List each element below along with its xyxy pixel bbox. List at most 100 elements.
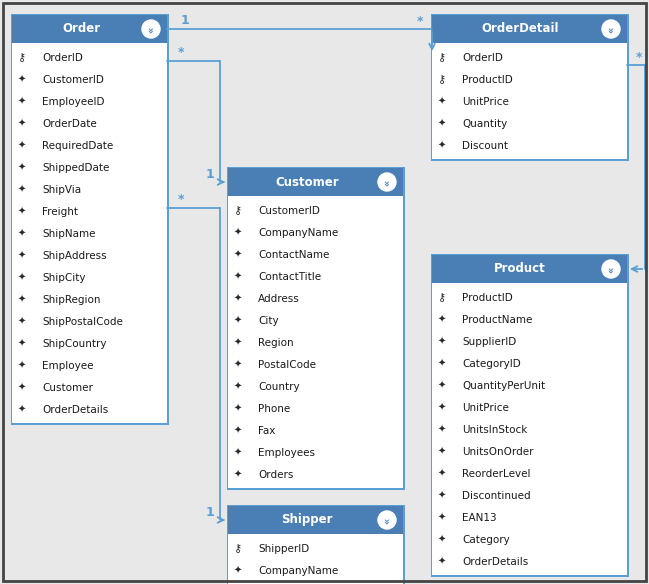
Text: ShipRegion: ShipRegion	[42, 295, 101, 305]
Text: Shipper: Shipper	[281, 513, 332, 527]
Text: CategoryID: CategoryID	[462, 359, 520, 369]
Text: «: «	[146, 27, 156, 33]
Text: OrderID: OrderID	[42, 53, 83, 63]
Text: ShipPostalCode: ShipPostalCode	[42, 317, 123, 327]
Text: ✦: ✦	[234, 250, 242, 260]
Text: ✦: ✦	[18, 163, 26, 173]
Text: ⚷: ⚷	[234, 544, 242, 554]
Text: SupplierID: SupplierID	[462, 337, 516, 347]
Bar	[432, 15, 627, 43]
Text: ✦: ✦	[438, 359, 446, 369]
Text: ✦: ✦	[438, 491, 446, 501]
Text: UnitsOnOrder: UnitsOnOrder	[462, 447, 533, 457]
Text: ✦: ✦	[18, 251, 26, 261]
Bar	[432, 255, 627, 283]
Text: ✦: ✦	[234, 426, 242, 436]
Text: ReorderLevel: ReorderLevel	[462, 469, 530, 479]
Text: ✦: ✦	[234, 272, 242, 282]
Bar	[227, 166, 404, 489]
Text: ✦: ✦	[18, 273, 26, 283]
Text: ✦: ✦	[234, 382, 242, 392]
Text: ✦: ✦	[438, 535, 446, 545]
Text: ✦: ✦	[18, 97, 26, 107]
Text: Product: Product	[494, 262, 546, 276]
Text: ShipCountry: ShipCountry	[42, 339, 106, 349]
Text: ✦: ✦	[18, 383, 26, 393]
Text: ✦: ✦	[438, 513, 446, 523]
Text: Orders: Orders	[258, 470, 293, 480]
Text: 1: 1	[180, 15, 190, 27]
Text: UnitPrice: UnitPrice	[462, 403, 509, 413]
Text: ShipperID: ShipperID	[258, 544, 310, 554]
Text: Discontinued: Discontinued	[462, 491, 531, 501]
Text: ✦: ✦	[438, 403, 446, 413]
Text: OrderID: OrderID	[462, 53, 503, 63]
Text: ShipVia: ShipVia	[42, 185, 81, 195]
Text: UnitPrice: UnitPrice	[462, 97, 509, 107]
Text: ✦: ✦	[438, 315, 446, 325]
Text: RequiredDate: RequiredDate	[42, 141, 113, 151]
Text: «: «	[382, 518, 392, 524]
Text: 1: 1	[206, 168, 214, 180]
Text: ⚷: ⚷	[234, 206, 242, 216]
Text: ⚷: ⚷	[438, 75, 446, 85]
Text: ProductID: ProductID	[462, 293, 513, 303]
Bar	[12, 15, 167, 43]
Text: ✦: ✦	[438, 97, 446, 107]
Text: Fax: Fax	[258, 426, 275, 436]
Text: ✦: ✦	[18, 229, 26, 239]
Text: ShipName: ShipName	[42, 229, 95, 239]
Bar	[430, 13, 628, 161]
Circle shape	[602, 20, 620, 38]
Text: EmployeeID: EmployeeID	[42, 97, 104, 107]
Bar	[228, 534, 403, 584]
Text: ✦: ✦	[18, 75, 26, 85]
Text: «: «	[606, 27, 616, 33]
Circle shape	[142, 20, 160, 38]
Circle shape	[378, 173, 396, 191]
Text: Quantity: Quantity	[462, 119, 508, 129]
Text: ✦: ✦	[234, 448, 242, 458]
Circle shape	[602, 260, 620, 278]
Text: ⚷: ⚷	[438, 53, 446, 63]
Text: Customer: Customer	[275, 176, 339, 189]
Text: *: *	[417, 15, 423, 27]
Text: Freight: Freight	[42, 207, 78, 217]
Text: ProductName: ProductName	[462, 315, 532, 325]
Text: ✦: ✦	[18, 405, 26, 415]
Circle shape	[378, 511, 396, 529]
Text: ✦: ✦	[18, 339, 26, 349]
Text: ✦: ✦	[438, 557, 446, 567]
Text: ✦: ✦	[234, 294, 242, 304]
Text: ✦: ✦	[438, 119, 446, 129]
Text: CustomerID: CustomerID	[42, 75, 104, 85]
Text: Phone: Phone	[258, 404, 290, 414]
Bar	[432, 283, 627, 575]
Text: Country: Country	[258, 382, 300, 392]
Bar	[228, 168, 403, 196]
Text: ✦: ✦	[234, 360, 242, 370]
Text: Order: Order	[63, 23, 101, 36]
Text: Employees: Employees	[258, 448, 315, 458]
Bar	[430, 253, 628, 576]
Text: ShipAddress: ShipAddress	[42, 251, 106, 261]
Text: ✦: ✦	[234, 404, 242, 414]
Text: ProductID: ProductID	[462, 75, 513, 85]
Text: OrderDate: OrderDate	[42, 119, 97, 129]
Text: ✦: ✦	[438, 469, 446, 479]
Text: CompanyName: CompanyName	[258, 566, 338, 576]
Text: ShippedDate: ShippedDate	[42, 163, 110, 173]
Text: ✦: ✦	[18, 295, 26, 305]
Text: ⚷: ⚷	[18, 53, 26, 63]
Bar	[227, 505, 404, 584]
Text: *: *	[636, 50, 643, 64]
Text: ✦: ✦	[18, 185, 26, 195]
Text: CompanyName: CompanyName	[258, 228, 338, 238]
Text: ✦: ✦	[234, 338, 242, 348]
Text: ⚷: ⚷	[438, 293, 446, 303]
Text: City: City	[258, 316, 278, 326]
Text: OrderDetails: OrderDetails	[42, 405, 108, 415]
Text: ✦: ✦	[438, 425, 446, 435]
Text: ✦: ✦	[438, 141, 446, 151]
Text: ✦: ✦	[234, 470, 242, 480]
